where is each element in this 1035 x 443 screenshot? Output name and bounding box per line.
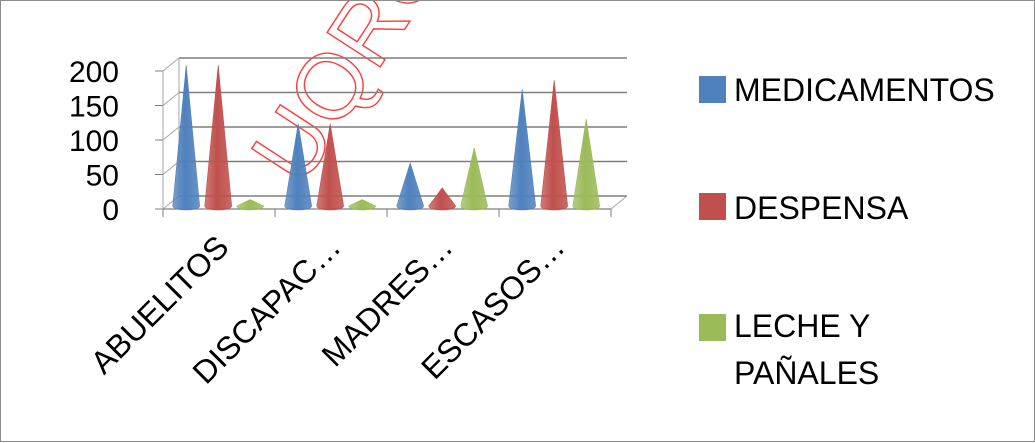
gridline-depth — [162, 57, 180, 72]
y-tick-label: 200 — [69, 56, 119, 89]
cone-leche-y-panales-discapac — [348, 199, 376, 211]
legend-item-leche-y-panales: LECHE Y PAÑALES — [699, 308, 879, 391]
cone-leche-y-panales-escasos — [572, 118, 600, 211]
y-tick-label: 50 — [86, 160, 119, 193]
legend-label-medicamentos: MEDICAMENTOS — [734, 72, 995, 108]
legend-swatch-medicamentos — [699, 76, 726, 103]
cone-medicamentos-abuelitos — [172, 64, 200, 211]
legend: MEDICAMENTOS DESPENSA LECHE Y PAÑALES — [699, 72, 995, 391]
category-labels: ABUELITOSDISCAPAC…MADRES…ESCASOS… — [83, 228, 571, 390]
legend-swatch-leche-y-panales — [699, 314, 726, 341]
gridline-depth — [162, 92, 180, 106]
bars — [172, 64, 600, 211]
cone-despensa-escasos — [540, 80, 568, 211]
cone-medicamentos-discapac — [284, 123, 312, 211]
cone-despensa-abuelitos — [204, 64, 232, 211]
watermark: UQROO — [232, 1, 507, 200]
y-tick-label: 100 — [69, 125, 119, 158]
legend-swatch-despensa — [699, 193, 726, 220]
legend-item-medicamentos: MEDICAMENTOS — [699, 72, 995, 108]
gridlines — [162, 57, 627, 210]
legend-label-despensa: DESPENSA — [734, 190, 909, 226]
cone-medicamentos-madres — [396, 161, 424, 211]
gridline-depth — [162, 161, 180, 175]
cone-despensa-discapac — [316, 123, 344, 211]
cone-medicamentos-escasos — [508, 89, 536, 211]
legend-item-despensa: DESPENSA — [699, 190, 909, 226]
cone-leche-y-panales-abuelitos — [236, 199, 264, 211]
legend-label-leche-y-panales: LECHE Y PAÑALES — [734, 308, 879, 391]
cone-leche-y-panales-madres — [460, 147, 488, 211]
cone-despensa-madres — [428, 187, 456, 211]
floor-edge — [610, 195, 628, 210]
y-tick-label: 0 — [102, 194, 119, 227]
legend-label-line: PAÑALES — [734, 355, 879, 391]
gridline-depth — [162, 126, 180, 141]
y-tick-label: 150 — [69, 91, 119, 124]
legend-label-line: LECHE Y — [734, 308, 870, 344]
